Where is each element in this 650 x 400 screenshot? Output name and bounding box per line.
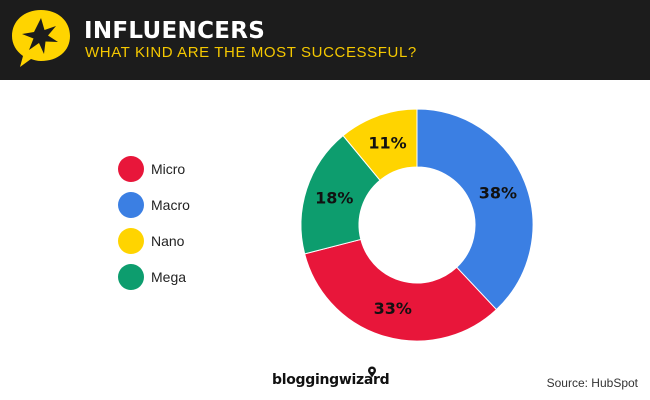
legend-swatch-macro [118, 192, 144, 218]
legend-swatch-micro [118, 156, 144, 182]
logo-pin-icon [368, 366, 376, 378]
legend-label-micro: Micro [151, 161, 186, 177]
data-label-micro: 33% [374, 299, 412, 318]
slice-nano [342, 108, 418, 182]
slice-micro [304, 238, 498, 342]
speech-bubble-star-icon [12, 10, 70, 67]
page-title: INFLUENCERS [84, 18, 266, 44]
legend-label-mega: Mega [151, 269, 187, 285]
legend-swatch-mega [118, 264, 144, 290]
legend-swatch-nano [118, 228, 144, 254]
legend-label-macro: Macro [151, 197, 190, 213]
source-credit: Source: HubSpot [546, 376, 638, 390]
legend-label-nano: Nano [151, 233, 185, 249]
bloggingwizard-logo: bloggingwizard [272, 372, 390, 388]
data-label-mega: 18% [315, 189, 353, 208]
data-label-nano: 11% [368, 134, 406, 153]
page-subtitle: WHAT KIND ARE THE MOST SUCCESSFUL? [85, 44, 417, 61]
header-banner: INFLUENCERS WHAT KIND ARE THE MOST SUCCE… [0, 0, 650, 80]
slice-macro [416, 108, 534, 311]
data-label-macro: 38% [479, 183, 517, 202]
